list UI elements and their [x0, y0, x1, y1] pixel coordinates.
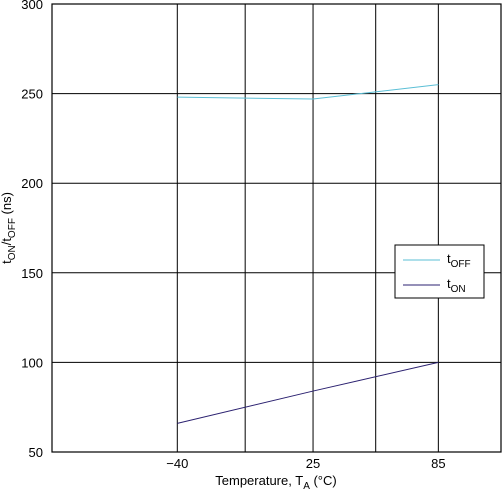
legend-label-ton: tON	[447, 276, 466, 295]
series-line-toff	[177, 84, 439, 100]
legend: tOFF tON	[394, 244, 485, 299]
y-tick-label: 150	[21, 266, 43, 281]
y-tick-label: 100	[21, 355, 43, 370]
series-line-ton	[177, 361, 439, 424]
x-tick-labels: −40 25 85	[166, 456, 445, 471]
legend-label-toff: tOFF	[447, 251, 471, 270]
grid-lines	[52, 3, 501, 453]
y-tick-label: 300	[21, 0, 43, 12]
series-group	[177, 84, 439, 424]
y-tick-label: 50	[29, 445, 43, 460]
x-axis-label: Temperature, TA (°C)	[215, 473, 336, 492]
y-axis-label: tON/tOFF (ns)	[0, 192, 18, 264]
x-tick-label: −40	[166, 456, 188, 471]
x-tick-label: 25	[306, 456, 320, 471]
y-tick-labels: 50 100 150 200 250 300	[21, 0, 43, 460]
y-tick-label: 250	[21, 87, 43, 102]
y-tick-label: 200	[21, 176, 43, 191]
x-tick-label: 85	[431, 456, 445, 471]
legend-box	[394, 244, 485, 299]
plot-area-frame	[51, 3, 502, 453]
